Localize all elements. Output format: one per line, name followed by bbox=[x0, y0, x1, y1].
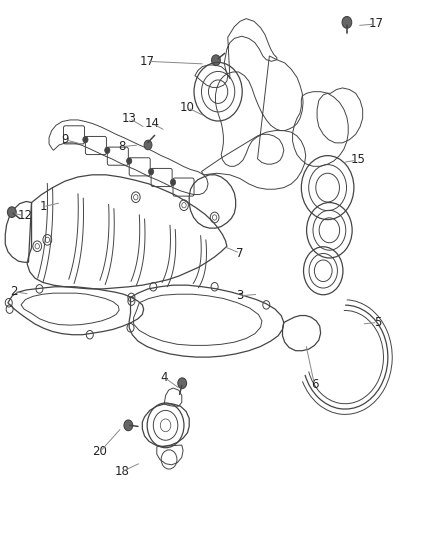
Text: 10: 10 bbox=[180, 101, 195, 114]
Text: 4: 4 bbox=[160, 371, 168, 384]
Text: 2: 2 bbox=[10, 285, 18, 298]
Circle shape bbox=[105, 147, 110, 154]
Circle shape bbox=[170, 179, 176, 185]
Text: 17: 17 bbox=[139, 55, 154, 68]
Circle shape bbox=[148, 168, 154, 175]
Text: 15: 15 bbox=[351, 154, 366, 166]
Circle shape bbox=[127, 158, 132, 164]
Text: 20: 20 bbox=[92, 446, 107, 458]
Circle shape bbox=[144, 140, 152, 150]
Text: 13: 13 bbox=[122, 112, 137, 125]
Circle shape bbox=[7, 207, 16, 217]
Text: 12: 12 bbox=[18, 209, 33, 222]
Text: 18: 18 bbox=[114, 465, 129, 478]
Circle shape bbox=[83, 136, 88, 143]
Text: 1: 1 bbox=[39, 200, 47, 213]
Circle shape bbox=[178, 378, 187, 389]
Text: 6: 6 bbox=[311, 378, 318, 391]
Text: 7: 7 bbox=[236, 247, 244, 260]
Circle shape bbox=[342, 17, 352, 28]
Circle shape bbox=[212, 55, 220, 66]
Text: 3: 3 bbox=[237, 289, 244, 302]
Text: 9: 9 bbox=[61, 133, 69, 146]
Text: 17: 17 bbox=[368, 18, 383, 30]
Text: 5: 5 bbox=[374, 316, 381, 329]
Text: 14: 14 bbox=[145, 117, 160, 130]
Text: 8: 8 bbox=[118, 140, 125, 153]
Circle shape bbox=[124, 420, 133, 431]
